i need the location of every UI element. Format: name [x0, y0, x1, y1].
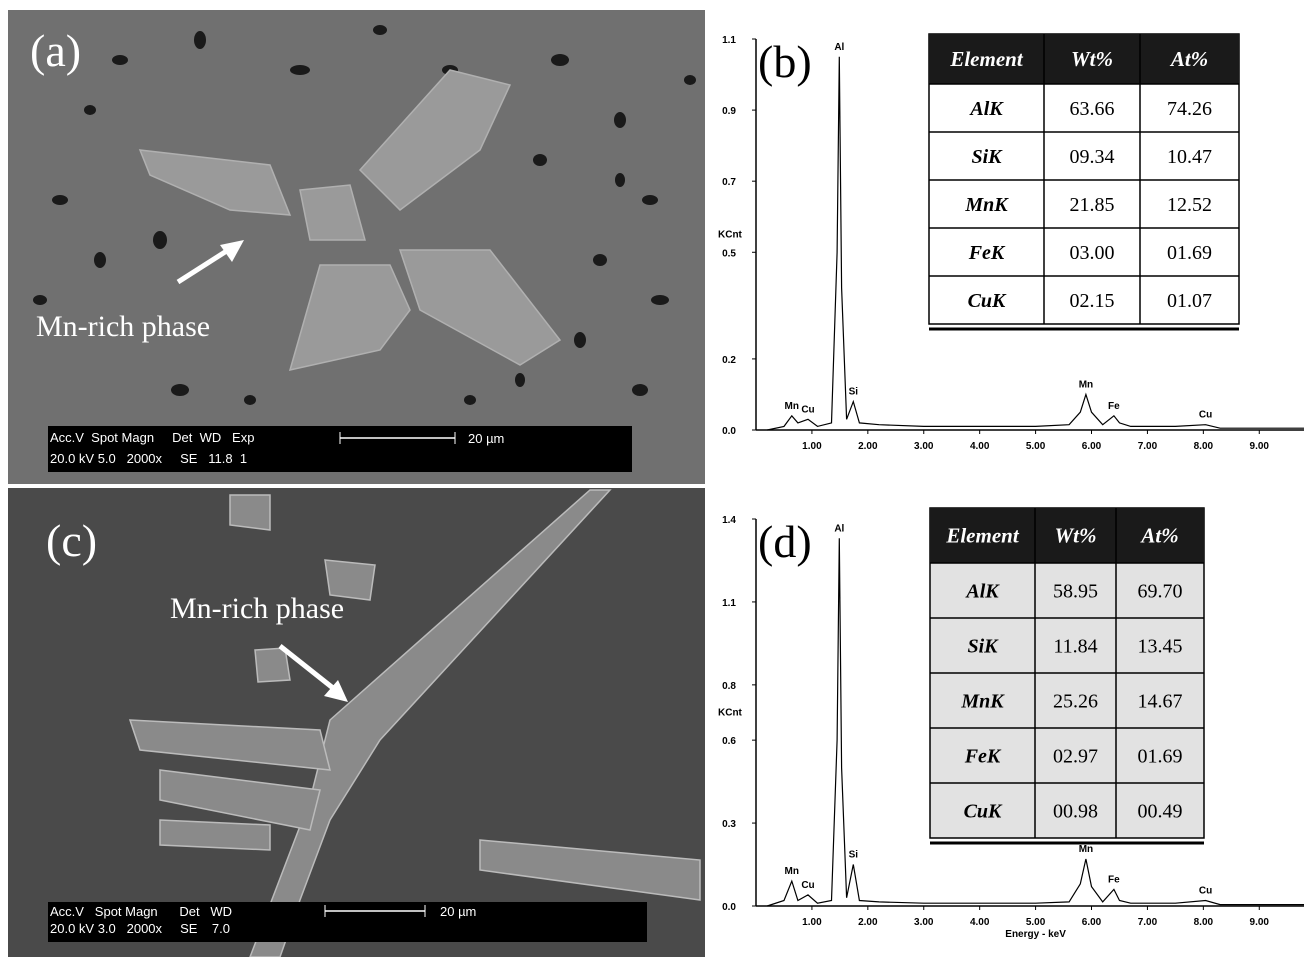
table-cell: 00.98 [1053, 801, 1098, 823]
y-tick-label: 0.0 [722, 426, 736, 437]
table-cell: 25.26 [1053, 691, 1098, 713]
peak-label: Cu [1199, 885, 1212, 896]
x-tick-label: 7.00 [1138, 917, 1158, 928]
x-tick-label: 8.00 [1194, 917, 1214, 928]
x-tick-label: 1.00 [802, 441, 822, 452]
panel-label: (c) [46, 515, 97, 566]
table-header: At% [1139, 524, 1178, 548]
table-cell: 69.70 [1138, 581, 1183, 603]
scale-label: 20 µm [440, 904, 476, 919]
info-line: 20.0 kV 3.0 2000x SE 7.0 [50, 921, 230, 936]
x-tick-label: 5.00 [1026, 441, 1046, 452]
table-cell: 02.15 [1070, 290, 1115, 312]
panel-label: (b) [758, 36, 812, 87]
y-tick-label: 1.4 [722, 515, 736, 526]
peak-label: Mn [1079, 844, 1093, 855]
table-cell: 03.00 [1070, 242, 1115, 264]
x-tick-label: 6.00 [1082, 917, 1102, 928]
table-cell: 63.66 [1070, 98, 1115, 120]
info-line: Acc.V Spot Magn Det WD [50, 904, 232, 919]
y-axis-label: KCnt [718, 708, 743, 719]
y-tick-label: 0.5 [722, 248, 736, 259]
x-tick-label: 3.00 [914, 441, 934, 452]
table-header: Wt% [1055, 524, 1097, 548]
y-tick-label: 0.0 [722, 902, 736, 913]
x-tick-label: 7.00 [1138, 441, 1158, 452]
table-cell: 01.69 [1167, 242, 1212, 264]
peak-label: Cu [801, 880, 814, 891]
table-cell: SiK [971, 146, 1003, 168]
table-cell: 14.67 [1138, 691, 1183, 713]
y-tick-label: 0.9 [722, 106, 736, 117]
y-tick-label: 0.7 [722, 177, 736, 188]
table-header: Element [949, 47, 1023, 71]
y-tick-label: 0.6 [722, 736, 736, 747]
table-cell: CuK [964, 801, 1003, 823]
scale-label: 20 µm [468, 431, 504, 446]
x-tick-label: 9.00 [1250, 441, 1270, 452]
table-cell: CuK [968, 290, 1007, 312]
table-header: Wt% [1071, 47, 1113, 71]
x-tick-label: 4.00 [970, 917, 990, 928]
x-tick-label: 5.00 [1026, 917, 1046, 928]
peak-label: Mn [1079, 379, 1093, 390]
sem-image-c: (c) Mn-rich phase Acc.V Spot Magn Det WD… [8, 488, 705, 957]
table-cell: FeK [968, 242, 1006, 264]
y-tick-label: 1.1 [722, 35, 736, 46]
sem-image-a: (a) Mn-rich phase Acc.V Spot Magn Det WD… [8, 10, 705, 484]
table-cell: 74.26 [1167, 98, 1212, 120]
x-tick-label: 9.00 [1250, 917, 1270, 928]
peak-label: Fe [1108, 401, 1120, 412]
peak-label: Mn [785, 866, 799, 877]
table-cell: 10.47 [1167, 146, 1212, 168]
table-cell: 02.97 [1053, 746, 1098, 768]
peak-label: Si [849, 850, 859, 861]
table-cell: 58.95 [1053, 581, 1098, 603]
table-cell: 09.34 [1070, 146, 1115, 168]
table-cell: AlK [968, 98, 1004, 120]
table-cell: AlK [964, 581, 1000, 603]
y-tick-label: 0.8 [722, 681, 736, 692]
table-cell: 01.69 [1138, 746, 1183, 768]
table-cell: 11.84 [1053, 636, 1097, 658]
x-tick-label: 1.00 [802, 917, 822, 928]
peak-label: Cu [801, 404, 814, 415]
x-tick-label: 6.00 [1082, 441, 1102, 452]
x-tick-label: 4.00 [970, 441, 990, 452]
peak-label: Cu [1199, 410, 1212, 421]
x-tick-label: 8.00 [1194, 441, 1214, 452]
table-cell: 21.85 [1070, 194, 1115, 216]
table-cell: MnK [960, 691, 1005, 713]
annotation: Mn-rich phase [170, 592, 344, 625]
peak-label: Al [834, 523, 844, 534]
y-tick-label: 1.1 [722, 598, 736, 609]
peak-label: Al [834, 42, 844, 53]
panel-label: (a) [30, 25, 81, 76]
y-axis-label: KCnt [718, 230, 743, 241]
x-tick-label: 3.00 [914, 917, 934, 928]
y-tick-label: 0.3 [722, 819, 736, 830]
table-header: Element [945, 524, 1019, 548]
peak-label: Fe [1108, 874, 1120, 885]
panel-label: (d) [758, 516, 812, 567]
x-tick-label: 2.00 [858, 441, 878, 452]
table-header: At% [1169, 47, 1208, 71]
figure: (a) Mn-rich phase Acc.V Spot Magn Det WD… [0, 0, 1304, 957]
table-cell: 13.45 [1138, 636, 1183, 658]
info-line: 20.0 kV 5.0 2000x SE 11.8 1 [50, 451, 247, 466]
table-cell: 01.07 [1167, 290, 1212, 312]
peak-label: Mn [785, 401, 799, 412]
table-cell: 00.49 [1138, 801, 1183, 823]
y-tick-label: 0.2 [722, 355, 736, 366]
x-tick-label: 2.00 [858, 917, 878, 928]
table-cell: FeK [964, 746, 1002, 768]
annotation: Mn-rich phase [36, 310, 210, 343]
table-cell: 12.52 [1167, 194, 1212, 216]
peak-label: Si [849, 387, 859, 398]
x-axis-label: Energy - keV [1005, 929, 1066, 940]
info-line: Acc.V Spot Magn Det WD Exp [50, 430, 254, 445]
table-cell: SiK [967, 636, 999, 658]
table-cell: MnK [964, 194, 1009, 216]
